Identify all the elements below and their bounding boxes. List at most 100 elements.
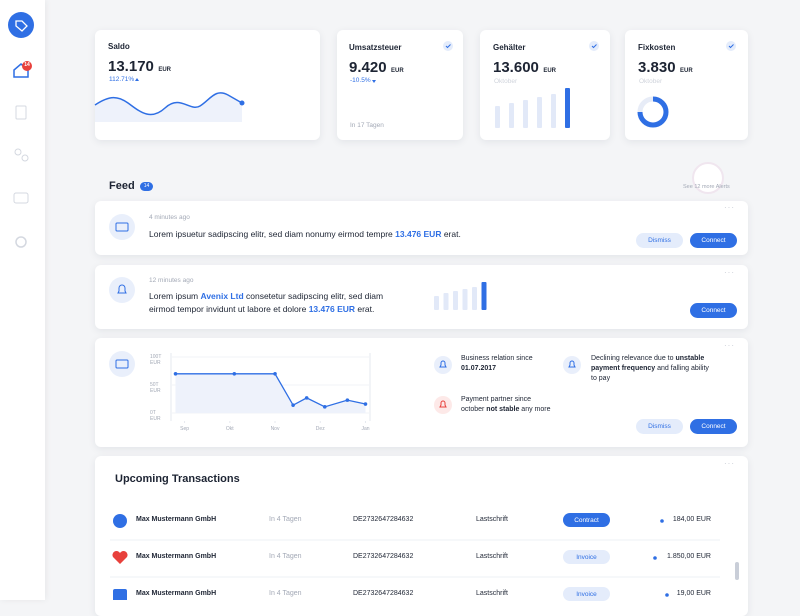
company-logo <box>113 514 127 528</box>
company-logo <box>113 589 127 600</box>
amount-dot <box>653 556 657 560</box>
insight: Payment partner since october not stable… <box>461 395 551 415</box>
card-gehaelter <box>480 30 610 140</box>
menu[interactable]: ··· <box>724 459 735 468</box>
highlight: unstable payment frequency <box>591 355 705 372</box>
feed-icon <box>109 351 135 377</box>
method: Lastschrift <box>476 553 508 560</box>
tag[interactable]: Invoice <box>563 550 610 564</box>
logo-icon <box>15 20 28 32</box>
sparkline-area <box>95 92 242 122</box>
more-alerts[interactable]: See 12 more Alerts <box>683 184 730 190</box>
nav-icon <box>13 192 29 204</box>
tag[interactable]: Invoice <box>563 587 610 601</box>
point <box>363 402 368 406</box>
x-tick-label: Jan <box>361 426 370 432</box>
currency: EUR <box>543 68 557 74</box>
text: Declining relevance due to <box>591 355 676 362</box>
donut <box>637 96 669 128</box>
point <box>322 405 327 409</box>
text: Lorem ipsum <box>149 291 201 301</box>
y-tick-label: 0T EUR <box>150 410 161 422</box>
insight: Declining relevance due to unstable paym… <box>591 354 711 384</box>
mini-bar <box>565 88 570 128</box>
point <box>291 403 295 407</box>
tag[interactable]: Contract <box>563 513 610 527</box>
amount: 13.600 <box>493 59 539 76</box>
card-amount: 3.830 EUR <box>638 59 693 77</box>
text: any more <box>519 406 551 413</box>
sparkline-dot <box>239 100 245 106</box>
area <box>175 373 366 413</box>
sidebar <box>0 0 45 600</box>
due: In 4 Tagen <box>269 516 302 523</box>
check <box>589 41 599 51</box>
currency: EUR <box>680 68 693 74</box>
connect-button[interactable]: Connect <box>690 303 737 318</box>
due: In 4 Tagen <box>269 590 302 597</box>
nav-icon <box>15 105 27 120</box>
y-tick-label: 100T EUR <box>150 354 162 366</box>
amount: 9.420 <box>349 59 387 76</box>
dismiss-button[interactable]: Dismiss <box>636 419 683 434</box>
nav-icon <box>21 154 29 162</box>
check <box>726 41 736 51</box>
logo <box>8 12 34 38</box>
change: 112.71% <box>109 76 135 83</box>
dismiss-button[interactable]: Dismiss <box>636 233 683 248</box>
card-amount: 9.420 EUR <box>349 59 404 77</box>
mini-bar <box>453 291 458 310</box>
menu[interactable]: ··· <box>724 341 735 350</box>
transactions-title: Upcoming Transactions <box>115 473 240 485</box>
currency: EUR <box>391 68 404 74</box>
time: 12 minutes ago <box>149 277 194 284</box>
point <box>232 372 237 376</box>
connect-button[interactable]: Connect <box>690 233 737 248</box>
line <box>175 373 366 408</box>
amount: 13.170 <box>108 58 154 75</box>
mini-bar <box>537 97 542 128</box>
card-title: Umsatzsteuer <box>349 43 402 52</box>
highlight: 13.476 EUR <box>395 229 442 239</box>
change: -10.5% <box>350 77 371 84</box>
text: and falling ability to pay <box>591 365 709 382</box>
company-logo <box>112 550 128 564</box>
badge <box>22 61 32 71</box>
mini-bar <box>495 106 500 128</box>
feed-title: Feed <box>109 180 135 192</box>
highlight: Avenix Ltd <box>200 291 244 301</box>
note: Oktober <box>639 78 663 85</box>
insight-icon <box>434 356 452 374</box>
amount: 3.830 <box>638 59 676 76</box>
menu[interactable]: ··· <box>724 203 735 212</box>
point <box>273 372 277 376</box>
scrollbar <box>735 562 739 580</box>
card-amount: 13.600 EUR <box>493 59 556 77</box>
x-tick-label: Dez <box>315 426 325 432</box>
mini-bar <box>462 289 468 310</box>
up-arrow <box>135 78 139 81</box>
text: Business relation since <box>461 355 533 362</box>
connect-button[interactable]: Connect <box>690 419 737 434</box>
sparkline <box>94 92 243 116</box>
insight: Business relation since 01.07.2017 <box>461 354 566 374</box>
insight-icon <box>563 356 581 374</box>
note: In 17 Tagen <box>350 122 384 129</box>
amount: 1.850,00 EUR <box>667 553 711 560</box>
feed-icon <box>109 214 135 240</box>
message: Lorem ipsum Avenix Ltd consetetur sadips… <box>149 290 404 316</box>
point <box>304 396 309 400</box>
text: consetetur sadipscing elitr, sed diam ei… <box>149 291 384 314</box>
card-title: Fixkosten <box>638 43 676 52</box>
check <box>443 41 453 51</box>
highlight: 13.476 EUR <box>308 304 356 314</box>
text: Lorem ipsuetur sadipscing elitr, sed dia… <box>149 229 396 239</box>
text: erat. <box>355 304 375 314</box>
menu[interactable]: ··· <box>724 268 735 277</box>
x-tick-label: Sep <box>180 426 190 432</box>
iban: DE2732647284632 <box>353 516 414 523</box>
card-umsatzsteuer <box>337 30 463 140</box>
nav-icon <box>14 148 22 156</box>
badge-text: 14 <box>24 62 30 68</box>
time: 4 minutes ago <box>149 214 190 221</box>
